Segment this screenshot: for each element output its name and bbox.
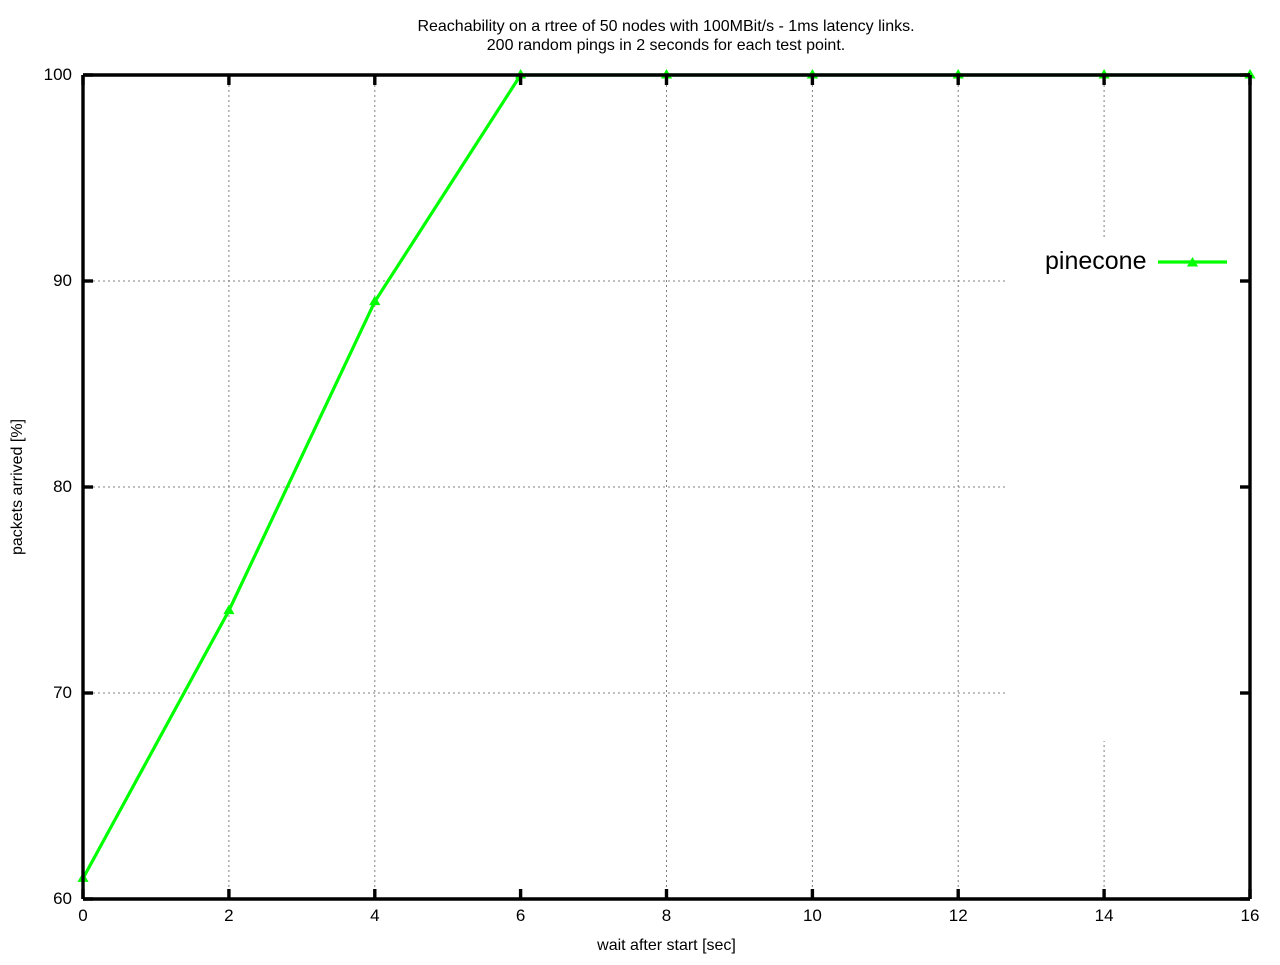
svg-text:6: 6 xyxy=(516,906,525,925)
svg-text:10: 10 xyxy=(803,906,822,925)
svg-text:2: 2 xyxy=(224,906,233,925)
svg-text:4: 4 xyxy=(370,906,379,925)
svg-text:8: 8 xyxy=(662,906,671,925)
svg-text:60: 60 xyxy=(53,889,72,908)
svg-text:12: 12 xyxy=(949,906,968,925)
svg-text:70: 70 xyxy=(53,683,72,702)
svg-text:90: 90 xyxy=(53,271,72,290)
svg-text:pinecone: pinecone xyxy=(1045,247,1146,275)
svg-text:16: 16 xyxy=(1241,906,1260,925)
svg-text:packets arrived [%]: packets arrived [%] xyxy=(9,419,26,555)
svg-text:80: 80 xyxy=(53,477,72,496)
svg-text:wait after start [sec]: wait after start [sec] xyxy=(596,937,736,954)
svg-text:100: 100 xyxy=(44,65,72,84)
svg-text:Reachability on a rtree of 50: Reachability on a rtree of 50 nodes with… xyxy=(417,18,914,35)
svg-text:200 random pings in 2 seconds: 200 random pings in 2 seconds for each t… xyxy=(487,37,845,54)
svg-text:14: 14 xyxy=(1095,906,1114,925)
svg-text:0: 0 xyxy=(78,906,87,925)
